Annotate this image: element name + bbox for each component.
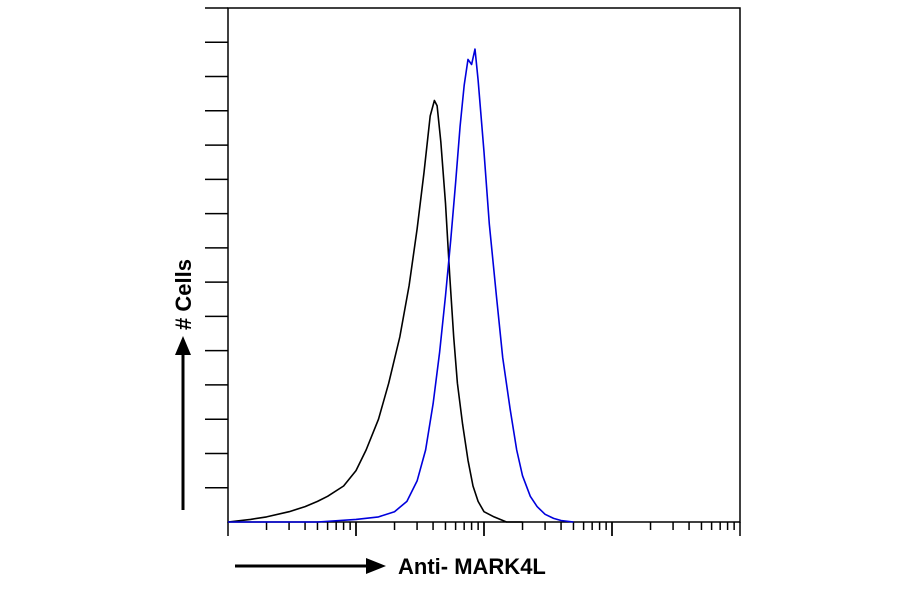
- histogram-series: [227, 48, 574, 523]
- y-axis-label-group: # Cells: [171, 259, 196, 510]
- x-axis-label: Anti- MARK4L: [398, 554, 546, 579]
- y-axis-ticks: [205, 7, 228, 489]
- x-axis-arrow-head: [366, 558, 386, 574]
- x-axis-ticks: [227, 522, 741, 536]
- histogram-line-2: [228, 48, 574, 523]
- y-axis-arrow-head: [175, 336, 191, 355]
- plot-frame: [227, 7, 741, 523]
- y-axis-label: # Cells: [171, 259, 196, 330]
- histogram-line-1: [227, 99, 523, 523]
- x-axis-label-group: Anti- MARK4L: [235, 554, 546, 579]
